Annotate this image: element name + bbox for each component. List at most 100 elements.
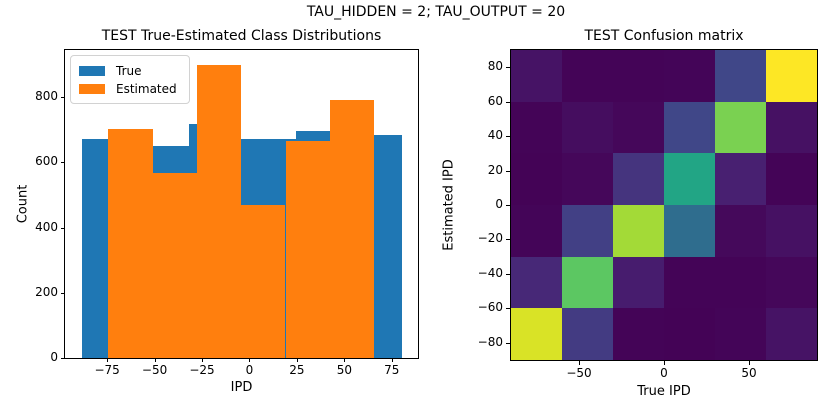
confusion-matrix-xlabel: True IPD [637, 384, 691, 399]
confusion-cell-r3-c5 [766, 205, 817, 257]
cm-xticklabel-50: 50 [741, 366, 757, 380]
confusion-cell-r3-c4 [715, 205, 766, 257]
hist-xticklabel--50: −50 [141, 363, 168, 377]
confusion-cell-r3-c2 [613, 205, 664, 257]
confusion-cell-r5-c2 [613, 308, 664, 360]
confusion-cell-r2-c0 [511, 153, 562, 205]
hist-xtick--50 [154, 358, 156, 362]
confusion-cell-r4-c5 [766, 256, 817, 309]
hist-xtick-25 [296, 358, 298, 362]
hist-xtick--75 [107, 358, 109, 362]
hist-yticklabel-200: 200 [35, 284, 58, 299]
confusion-cell-r0-c2 [613, 50, 664, 102]
confusion-cell-r4-c4 [715, 256, 766, 309]
confusion-cell-r5-c3 [664, 308, 715, 360]
cm-ytick-40 [506, 136, 510, 138]
confusion-matrix-title: TEST Confusion matrix [584, 28, 744, 44]
confusion-cell-r2-c5 [766, 153, 817, 205]
hist-xtick--25 [202, 358, 204, 362]
hist-xticklabel-0: 0 [245, 363, 254, 377]
confusion-cell-r4-c3 [664, 256, 715, 309]
confusion-matrix-ylabel: Estimated IPD [441, 159, 457, 251]
cm-yticklabel--20: −20 [477, 231, 503, 246]
cm-ytick--80 [506, 342, 510, 344]
cm-yticklabel-80: 80 [487, 59, 503, 74]
histogram-ylabel: Count [15, 184, 31, 224]
legend-swatch-true [79, 66, 105, 76]
confusion-cell-r5-c4 [715, 308, 766, 360]
confusion-cell-r4-c1 [562, 256, 613, 309]
confusion-cell-r1-c0 [511, 101, 562, 154]
confusion-cell-r0-c5 [766, 50, 817, 102]
confusion-cell-r0-c4 [715, 50, 766, 102]
hist-bar-estimated-0 [108, 128, 153, 358]
hist-xtick-50 [344, 358, 346, 362]
hist-bar-estimated-3 [241, 204, 286, 358]
confusion-cell-r4-c0 [511, 256, 562, 309]
cm-ytick--20 [506, 239, 510, 241]
histogram-title: TEST True-Estimated Class Distributions [101, 28, 382, 44]
legend-row-estimated: Estimated [79, 80, 180, 98]
hist-bar-estimated-2 [196, 64, 242, 358]
confusion-matrix-plot-area [511, 50, 817, 360]
cm-xticklabel--50: −50 [566, 366, 592, 380]
confusion-cell-r3-c1 [562, 205, 613, 257]
confusion-cell-r2-c4 [715, 153, 766, 205]
hist-xticklabel--75: −75 [94, 363, 120, 377]
legend: True Estimated [70, 55, 190, 104]
confusion-cell-r0-c0 [511, 50, 562, 102]
cm-yticklabel-0: 0 [495, 197, 503, 211]
cm-yticklabel--60: −60 [477, 300, 503, 315]
confusion-cell-r0-c3 [664, 50, 715, 102]
legend-label-estimated: Estimated [116, 82, 177, 96]
confusion-cell-r2-c3 [664, 153, 715, 205]
hist-bar-estimated-4 [285, 140, 330, 358]
hist-xticklabel-25: 25 [289, 363, 305, 377]
cm-ytick--60 [506, 308, 510, 310]
confusion-cell-r1-c2 [613, 101, 664, 154]
hist-bar-estimated-1 [152, 172, 197, 358]
cm-ytick--40 [506, 273, 510, 275]
confusion-cell-r5-c0 [511, 308, 562, 360]
cm-ytick-60 [506, 101, 510, 103]
cm-yticklabel-20: 20 [487, 162, 503, 177]
confusion-cell-r1-c1 [562, 101, 613, 154]
confusion-cell-r5-c1 [562, 308, 613, 360]
hist-xticklabel-75: 75 [384, 363, 400, 377]
hist-yticklabel-800: 800 [35, 89, 58, 104]
cm-xtick-50 [749, 361, 750, 365]
histogram-plot-area [65, 50, 418, 358]
hist-xtick-75 [391, 358, 393, 362]
hist-yticklabel-600: 600 [35, 154, 58, 169]
cm-yticklabel--80: −80 [477, 334, 503, 349]
confusion-cell-r1-c4 [715, 101, 766, 154]
cm-xtick--50 [579, 361, 580, 365]
confusion-cell-r2-c2 [613, 153, 664, 205]
cm-yticklabel-40: 40 [487, 128, 503, 143]
confusion-cell-r1-c5 [766, 101, 817, 154]
hist-yticklabel-0: 0 [50, 350, 58, 364]
hist-bar-estimated-5 [329, 100, 375, 358]
cm-ytick-0 [506, 205, 510, 206]
confusion-cell-r5-c5 [766, 308, 817, 360]
legend-row-true: True [79, 62, 180, 80]
hist-xtick-0 [249, 358, 251, 362]
cm-yticklabel-60: 60 [487, 93, 503, 108]
hist-xticklabel-50: 50 [336, 363, 352, 377]
confusion-cell-r4-c2 [613, 256, 664, 309]
hist-xticklabel--25: −25 [189, 363, 215, 377]
legend-label-true: True [116, 64, 142, 78]
histogram-xlabel: IPD [230, 380, 253, 395]
confusion-cell-r2-c1 [562, 153, 613, 205]
legend-swatch-estimated [79, 84, 105, 94]
cm-ytick-80 [506, 67, 510, 69]
cm-xtick-0 [664, 361, 665, 365]
confusion-cell-r1-c3 [664, 101, 715, 154]
confusion-cell-r0-c1 [562, 50, 613, 102]
confusion-cell-r3-c3 [664, 205, 715, 257]
cm-xticklabel-0: 0 [660, 366, 668, 380]
cm-yticklabel--40: −40 [477, 265, 503, 280]
hist-ytick-0 [61, 358, 65, 359]
figure-suptitle: TAU_HIDDEN = 2; TAU_OUTPUT = 20 [306, 4, 566, 20]
